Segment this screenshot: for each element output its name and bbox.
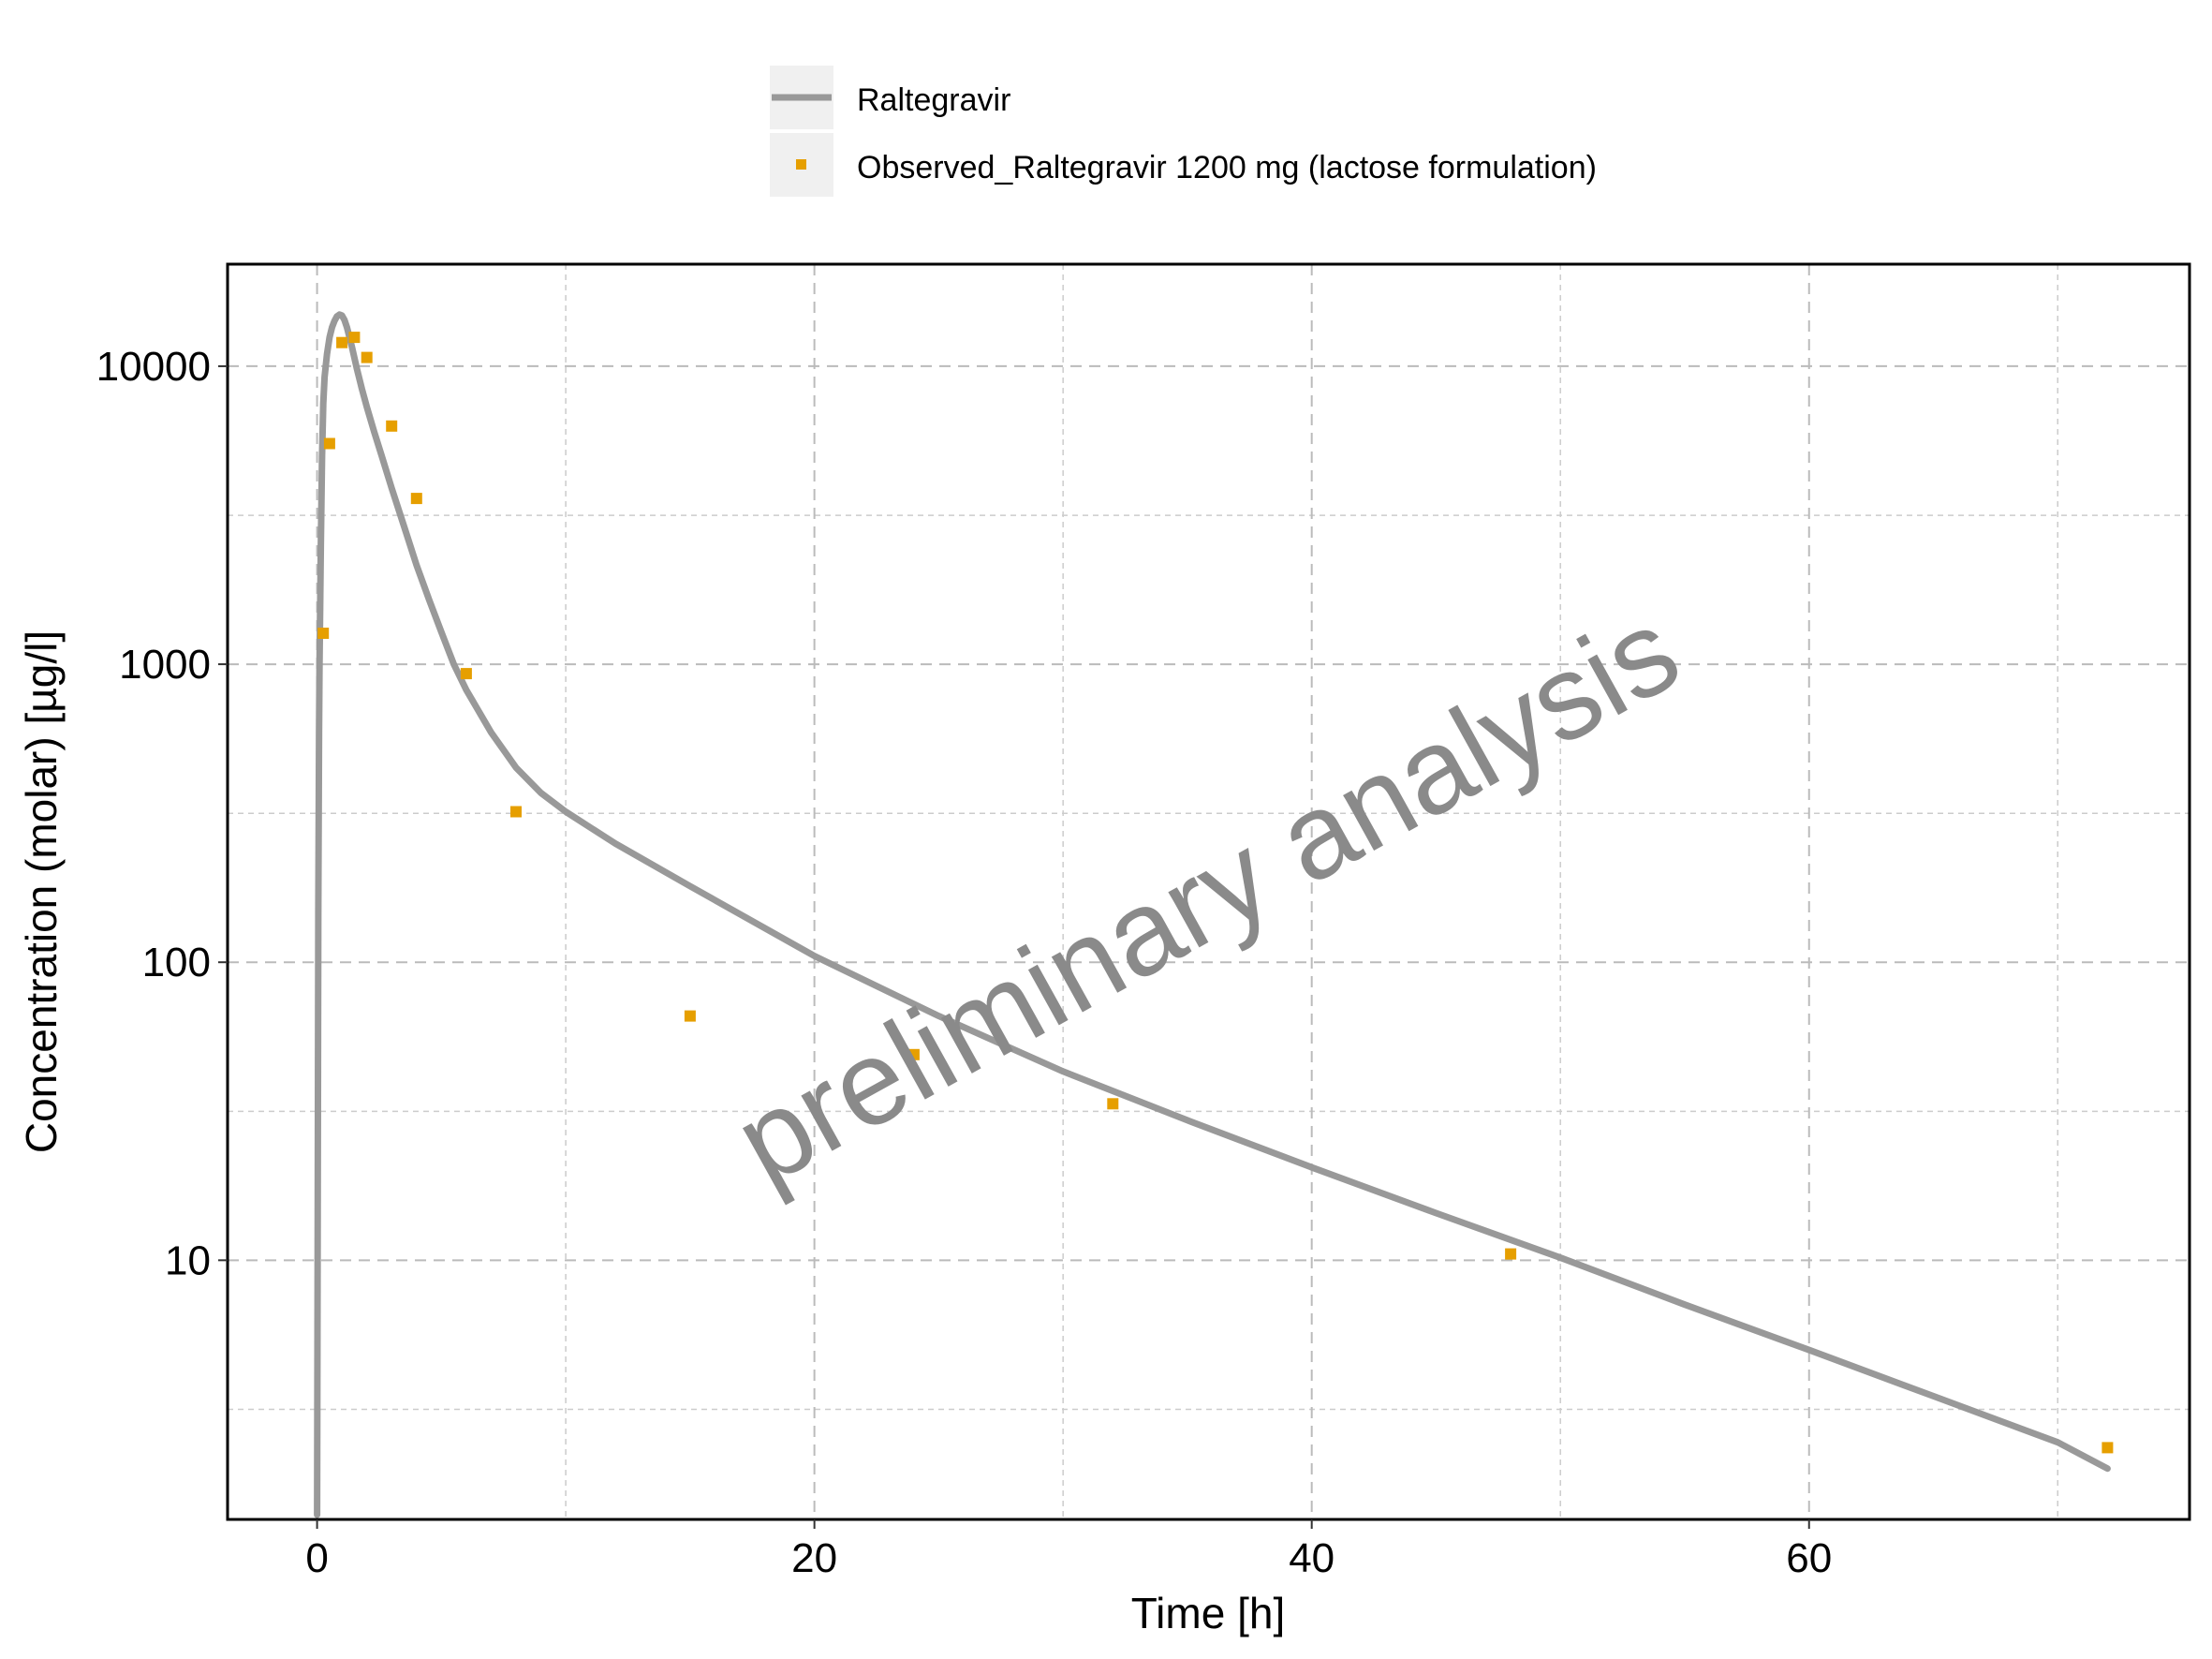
observed-point [510,806,522,818]
observed-point [348,332,361,344]
series-observed-points [317,332,2114,1454]
observed-point [386,420,398,432]
x-tick-labels: 0 20 40 60 [305,1535,1832,1581]
legend-label-observed: Observed_Raltegravir 1200 mg (lactose fo… [857,150,1597,185]
y-tick-label: 100 [142,940,211,985]
observed-point [907,1048,920,1060]
observed-point [684,1010,696,1022]
x-tick-label: 40 [1289,1535,1335,1581]
axis-ticks [218,364,1810,1529]
x-tick-label: 0 [305,1535,328,1581]
watermark: preliminary analysis [715,583,1700,1210]
observed-point [323,437,335,450]
y-tick-label: 10 [165,1237,211,1283]
y-tick-label: 10000 [96,344,211,390]
x-tick-label: 60 [1786,1535,1832,1581]
observed-point [1505,1248,1517,1260]
y-tick-label: 1000 [119,642,211,688]
legend-point-swatch [796,159,806,170]
legend: Raltegravir Observed_Raltegravir 1200 mg… [770,66,1597,197]
observed-point [336,336,348,348]
legend-label-raltegravir: Raltegravir [857,82,1010,118]
series-line-raltegravir [314,311,2111,1518]
plot-border [226,262,2191,1521]
x-tick-label: 20 [791,1535,837,1581]
series-raltegravir-line [314,311,2111,1518]
y-axis-title: Concentration (molar) [µg/l] [17,630,66,1153]
observed-point [361,351,373,363]
observed-point [2101,1442,2114,1454]
x-axis-title: Time [h] [1131,1589,1285,1637]
observed-point [460,668,472,680]
observed-point [317,628,330,639]
y-tick-labels: 10 100 1000 10000 [96,344,211,1283]
observed-point [410,493,422,505]
observed-point [1107,1098,1119,1110]
